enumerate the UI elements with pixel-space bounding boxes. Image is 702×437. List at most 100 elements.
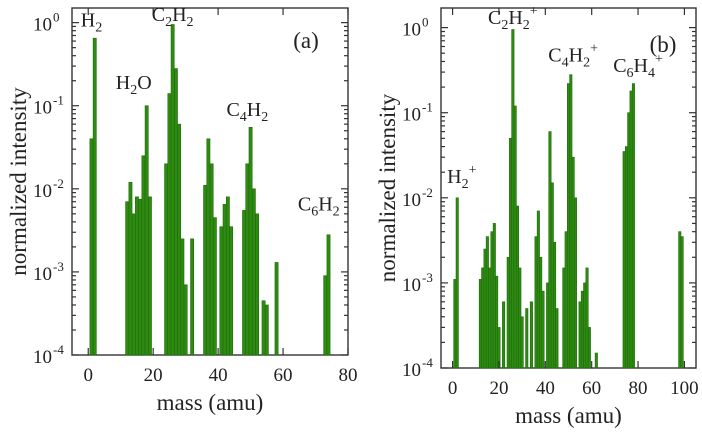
species-annotation: C4H2+ xyxy=(548,41,598,70)
bar-mass-2 xyxy=(455,197,459,369)
bar-mass-12 xyxy=(125,201,130,356)
species-annotation-part: H xyxy=(172,4,186,26)
y-tick-base: 10 xyxy=(402,360,421,381)
bar-mass-17 xyxy=(141,155,146,356)
bar-mass-34 xyxy=(529,301,533,369)
species-annotation-part: + xyxy=(469,163,477,178)
bar-mass-30 xyxy=(183,284,188,356)
bar-mass-37 xyxy=(206,138,211,356)
y-axis-label: normalized intensity xyxy=(375,93,400,282)
bar-mass-45 xyxy=(555,308,559,369)
x-axis-label: mass (amu) xyxy=(515,403,622,428)
species-annotation-part: 2 xyxy=(333,204,340,219)
x-tick-label: 20 xyxy=(489,378,508,399)
y-tick-base: 10 xyxy=(402,275,421,296)
bar-mass-42 xyxy=(222,204,227,356)
species-annotation-part: + xyxy=(530,4,538,19)
bar-mass-39 xyxy=(541,290,545,369)
species-annotation: H2O xyxy=(116,72,152,98)
species-annotation-part: C xyxy=(152,4,165,26)
panel-tag: (b) xyxy=(650,32,677,57)
y-tick-label: 10 xyxy=(33,181,52,202)
bar-mass-74 xyxy=(326,234,331,356)
bar-mass-49 xyxy=(245,163,250,356)
species-annotation-part: H xyxy=(569,44,583,66)
y-tick-base: 10 xyxy=(402,20,421,41)
y-tick-base: 10 xyxy=(402,105,421,126)
species-annotation-part: 6 xyxy=(627,66,634,81)
x-tick-label: 60 xyxy=(274,365,293,386)
species-annotation-part: 2 xyxy=(583,55,590,70)
species-annotation-part: 6 xyxy=(311,204,318,219)
bar-mass-78 xyxy=(631,83,635,369)
bar-mass-25 xyxy=(167,93,172,356)
y-tick-exponent: -1 xyxy=(422,100,433,115)
y-tick-label: 10 xyxy=(402,20,421,41)
bar-mass-39 xyxy=(212,217,217,356)
y-tick-exponent: -4 xyxy=(422,355,433,370)
bar-mass-58 xyxy=(274,262,279,356)
y-tick-exponent: -2 xyxy=(422,185,433,200)
y-tick-base: 10 xyxy=(33,98,52,119)
bar-mass-32 xyxy=(190,238,195,356)
species-annotation: H2 xyxy=(81,9,102,35)
species-annotation-part: O xyxy=(137,72,151,94)
bar-mass-32 xyxy=(525,308,529,369)
bar-mass-59 xyxy=(587,327,591,369)
species-annotation: C6H2 xyxy=(298,193,340,219)
species-annotation-part: 2 xyxy=(187,15,194,30)
species-annotation: C6H4+ xyxy=(613,52,663,81)
y-tick-base: 10 xyxy=(402,190,421,211)
species-annotation-part: H xyxy=(634,55,648,77)
x-tick-label: 20 xyxy=(144,365,163,386)
x-tick-label: 40 xyxy=(209,365,228,386)
species-annotation-part: H xyxy=(318,193,332,215)
bar-mass-30 xyxy=(520,316,524,369)
bar-mass-36 xyxy=(203,185,208,356)
bar-mass-27 xyxy=(174,68,178,356)
bar-mass-24 xyxy=(164,163,169,356)
species-annotation-part: C xyxy=(226,99,239,121)
y-tick-exponent: 0 xyxy=(53,10,60,25)
species-annotation-part: + xyxy=(590,41,598,56)
bar-mass-22 xyxy=(502,301,506,369)
species-annotation: C4H2 xyxy=(226,99,268,125)
bar-mass-38 xyxy=(209,163,214,356)
y-tick-exponent: -1 xyxy=(53,93,64,108)
y-axis-label: normalized intensity xyxy=(6,87,31,276)
species-annotation-part: 4 xyxy=(562,55,569,70)
species-annotation-part: 2 xyxy=(261,110,268,125)
species-annotation-part: H xyxy=(116,72,130,94)
bar-mass-44 xyxy=(553,242,557,369)
y-tick-label: 10 xyxy=(402,190,421,211)
species-annotation-part: C xyxy=(298,193,311,215)
species-annotation-part: C xyxy=(488,7,501,29)
y-tick-exponent: -2 xyxy=(53,176,64,191)
species-annotation-part: H xyxy=(508,7,522,29)
bar-mass-43 xyxy=(225,196,230,356)
bar-mass-62 xyxy=(594,352,598,369)
bar-mass-1 xyxy=(89,138,94,356)
x-tick-label: 0 xyxy=(83,365,93,386)
y-tick-exponent: -3 xyxy=(422,270,433,285)
y-tick-label: 10 xyxy=(33,15,52,36)
x-tick-label: 80 xyxy=(629,378,648,399)
species-annotation-part: H xyxy=(247,99,261,121)
bar-mass-19 xyxy=(495,275,499,369)
bar-mass-48 xyxy=(242,210,246,356)
species-annotation-part: C xyxy=(548,44,561,66)
bar-mass-2 xyxy=(92,37,97,356)
bar-mass-50 xyxy=(248,127,253,356)
bar-mass-28 xyxy=(177,123,182,356)
x-tick-label: 60 xyxy=(582,378,601,399)
y-tick-label: 10 xyxy=(33,98,52,119)
bar-mass-55 xyxy=(264,304,269,356)
species-annotation-part: + xyxy=(655,52,663,67)
species-annotation-part: 2 xyxy=(165,15,172,30)
x-axis-label: mass (amu) xyxy=(157,390,264,415)
y-tick-base: 10 xyxy=(33,15,52,36)
bar-mass-58 xyxy=(585,267,589,369)
bar-mass-14 xyxy=(131,213,136,356)
